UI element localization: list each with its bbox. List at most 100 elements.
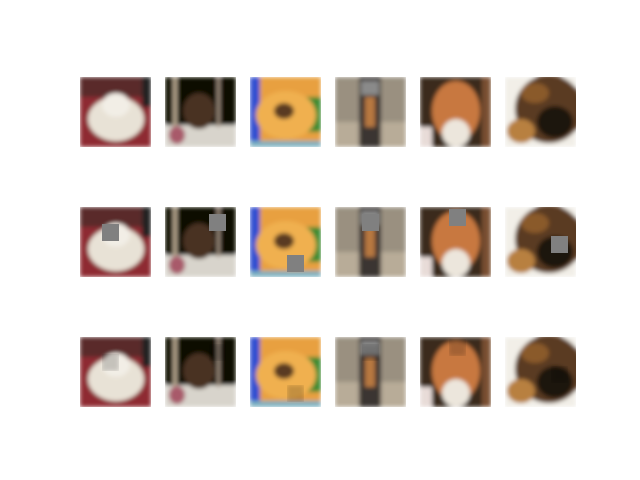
image-region	[80, 337, 151, 357]
image-content	[165, 337, 236, 407]
image-pixels	[250, 77, 321, 147]
image-region	[183, 223, 215, 259]
image-region	[521, 83, 549, 103]
image-content	[250, 77, 321, 147]
image-tile	[250, 207, 321, 277]
image-pixels	[420, 77, 491, 147]
occlusion-patch	[449, 209, 466, 226]
image-region	[173, 207, 177, 262]
image-tile	[250, 337, 321, 407]
image-content	[165, 207, 236, 277]
image-region	[420, 127, 432, 147]
image-tile	[335, 337, 406, 407]
image-region	[482, 77, 491, 147]
image-pixels	[80, 337, 151, 407]
image-region	[250, 337, 260, 407]
image-tile	[165, 337, 236, 407]
image-region	[537, 106, 573, 138]
image-region	[274, 233, 294, 249]
image-region	[274, 363, 294, 379]
image-region	[102, 93, 130, 117]
image-region	[274, 103, 294, 119]
image-pixels	[165, 207, 236, 277]
image-region	[521, 213, 549, 233]
image-region	[250, 77, 260, 147]
image-content	[505, 337, 576, 407]
image-content	[335, 337, 406, 407]
image-content	[80, 77, 151, 147]
image-grid	[80, 77, 576, 407]
image-pixels	[420, 337, 491, 407]
image-tile	[250, 77, 321, 147]
image-region	[217, 77, 220, 127]
image-tile	[335, 77, 406, 147]
image-region	[80, 207, 151, 227]
image-content	[80, 207, 151, 277]
image-region	[217, 207, 220, 257]
image-tile	[165, 77, 236, 147]
image-region	[173, 337, 177, 392]
image-tile	[420, 77, 491, 147]
image-region	[183, 353, 215, 389]
image-pixels	[505, 207, 576, 277]
image-content	[165, 77, 236, 147]
occlusion-patch	[287, 255, 304, 272]
image-tile	[335, 207, 406, 277]
image-tile	[420, 337, 491, 407]
image-region	[420, 387, 432, 407]
occlusion-patch	[209, 214, 226, 231]
image-region	[142, 337, 151, 367]
reconstructed-patch	[362, 344, 379, 361]
image-region	[169, 256, 185, 274]
image-region	[442, 119, 470, 147]
image-region	[169, 126, 185, 144]
image-tile	[505, 337, 576, 407]
image-tile	[80, 207, 151, 277]
image-pixels	[165, 77, 236, 147]
image-tile	[505, 207, 576, 277]
image-region	[142, 77, 151, 107]
image-content	[335, 207, 406, 277]
image-region	[250, 207, 260, 277]
occlusion-patch	[102, 224, 119, 241]
image-region	[521, 343, 549, 363]
image-pixels	[250, 207, 321, 277]
image-content	[335, 77, 406, 147]
image-tile	[420, 207, 491, 277]
image-content	[420, 207, 491, 277]
image-pixels	[505, 337, 576, 407]
reconstructed-patch	[551, 366, 568, 383]
image-tile	[80, 77, 151, 147]
image-region	[250, 401, 321, 407]
image-pixels	[250, 337, 321, 407]
image-content	[80, 337, 151, 407]
image-pixels	[80, 77, 151, 147]
image-region	[250, 271, 321, 277]
image-tile	[505, 77, 576, 147]
reconstructed-patch	[287, 385, 304, 402]
image-region	[250, 141, 321, 147]
image-region	[142, 207, 151, 237]
image-content	[505, 207, 576, 277]
image-region	[442, 379, 470, 407]
image-content	[420, 77, 491, 147]
image-region	[442, 249, 470, 277]
image-region	[217, 337, 220, 387]
image-region	[169, 386, 185, 404]
image-tile	[80, 337, 151, 407]
image-region	[365, 97, 375, 127]
image-region	[80, 77, 151, 97]
image-pixels	[80, 207, 151, 277]
image-region	[482, 207, 491, 277]
image-region	[365, 357, 375, 387]
image-region	[420, 257, 432, 277]
image-content	[250, 207, 321, 277]
image-region	[361, 81, 379, 95]
reconstructed-patch	[102, 354, 119, 371]
image-region	[88, 97, 144, 141]
image-region	[183, 93, 215, 129]
image-region	[365, 227, 375, 257]
occlusion-patch	[551, 236, 568, 253]
image-region	[482, 337, 491, 407]
image-content	[505, 77, 576, 147]
